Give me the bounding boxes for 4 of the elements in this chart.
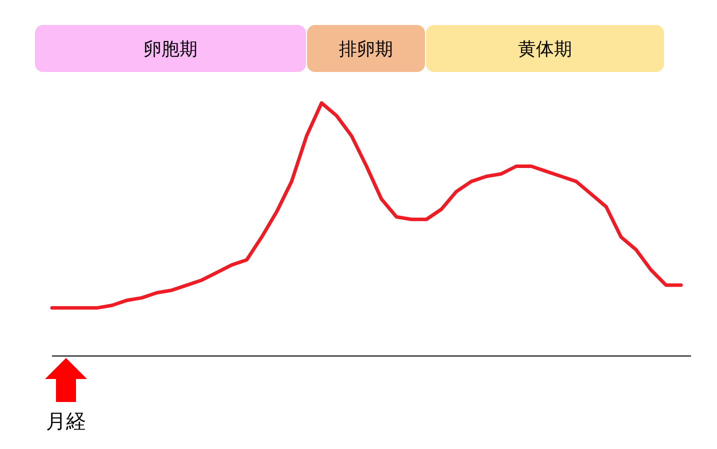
text: 月経 bbox=[46, 409, 86, 433]
text: 卵胞期 bbox=[144, 39, 198, 60]
text: 排卵期 bbox=[339, 39, 393, 60]
text: 黄体期 bbox=[518, 39, 572, 60]
